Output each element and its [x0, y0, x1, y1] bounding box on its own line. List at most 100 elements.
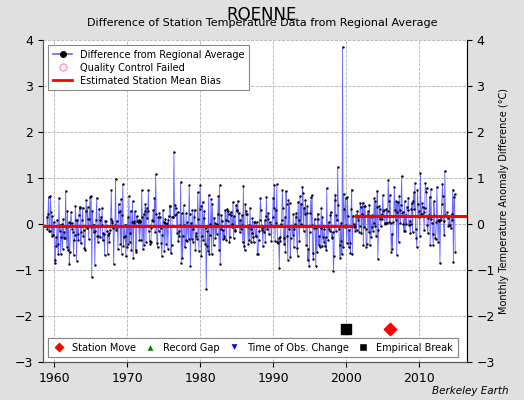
- Point: [377, 211, 386, 218]
- Point: [96, 234, 104, 240]
- Point: [335, 226, 343, 232]
- Point: [351, 228, 359, 234]
- Point: [228, 221, 237, 227]
- Point: [352, 227, 361, 234]
- Point: [305, 228, 314, 235]
- Point: [404, 194, 412, 201]
- Point: [252, 232, 260, 239]
- Point: [292, 210, 300, 216]
- Point: [313, 210, 322, 217]
- Point: [340, 206, 348, 213]
- Point: [71, 232, 79, 238]
- Point: [307, 194, 315, 201]
- Point: [136, 219, 144, 225]
- Point: [325, 228, 334, 234]
- Point: [315, 233, 324, 240]
- Point: [308, 192, 316, 198]
- Point: [448, 217, 456, 224]
- Point: [196, 203, 205, 210]
- Point: [58, 246, 67, 252]
- Point: [325, 226, 333, 232]
- Point: [375, 202, 383, 209]
- Point: [430, 198, 438, 205]
- Point: [241, 201, 249, 207]
- Point: [115, 209, 123, 215]
- Point: [400, 228, 408, 234]
- Point: [366, 242, 374, 248]
- Point: [234, 198, 242, 204]
- Point: [220, 233, 228, 239]
- Point: [411, 180, 419, 186]
- Point: [265, 231, 273, 238]
- Point: [49, 232, 58, 239]
- Point: [396, 220, 405, 226]
- Point: [408, 200, 416, 206]
- Point: [286, 199, 294, 206]
- Point: [340, 191, 348, 197]
- Point: [62, 224, 70, 230]
- Point: [270, 182, 279, 188]
- Point: [144, 207, 152, 214]
- Point: [389, 219, 397, 225]
- Point: [309, 256, 318, 262]
- Point: [269, 195, 277, 202]
- Point: [182, 210, 190, 216]
- Point: [343, 194, 352, 200]
- Point: [413, 186, 422, 193]
- Point: [171, 201, 179, 208]
- Point: [425, 194, 434, 200]
- Point: [162, 240, 170, 247]
- Point: [409, 198, 417, 204]
- Point: [260, 229, 268, 235]
- Point: [385, 218, 394, 225]
- Point: [143, 205, 151, 211]
- Point: [160, 247, 168, 254]
- Point: [403, 207, 412, 213]
- Point: [336, 219, 345, 226]
- Point: [162, 220, 171, 227]
- Point: [243, 211, 251, 218]
- Point: [355, 228, 363, 235]
- Point: [135, 216, 143, 223]
- Point: [155, 210, 163, 216]
- Point: [257, 207, 265, 213]
- Point: [316, 224, 325, 231]
- Point: [76, 205, 84, 212]
- Point: [93, 233, 102, 240]
- Point: [321, 243, 329, 250]
- Point: [412, 234, 420, 241]
- Point: [223, 217, 232, 224]
- Point: [309, 250, 317, 256]
- Point: [408, 229, 417, 235]
- Point: [156, 225, 165, 231]
- Point: [165, 212, 173, 219]
- Point: [123, 244, 132, 250]
- Point: [291, 213, 300, 220]
- Point: [335, 242, 344, 248]
- Point: [288, 222, 296, 229]
- Point: [439, 193, 447, 199]
- Point: [223, 206, 231, 212]
- Point: [422, 185, 431, 191]
- Point: [283, 256, 292, 263]
- Point: [440, 232, 449, 238]
- Text: ROENNE: ROENNE: [227, 6, 297, 24]
- Point: [397, 202, 405, 208]
- Point: [254, 237, 263, 244]
- Text: Difference of Station Temperature Data from Regional Average: Difference of Station Temperature Data f…: [87, 18, 437, 28]
- Point: [377, 223, 385, 230]
- Point: [394, 199, 402, 206]
- Point: [97, 213, 105, 220]
- Point: [347, 186, 356, 193]
- Point: [107, 187, 115, 193]
- Point: [78, 217, 86, 223]
- Point: [447, 211, 456, 217]
- Point: [85, 216, 94, 223]
- Point: [403, 204, 411, 211]
- Point: [235, 229, 244, 236]
- Point: [202, 286, 211, 292]
- Point: [427, 216, 435, 222]
- Point: [271, 206, 280, 213]
- Point: [271, 238, 279, 244]
- Point: [296, 193, 304, 200]
